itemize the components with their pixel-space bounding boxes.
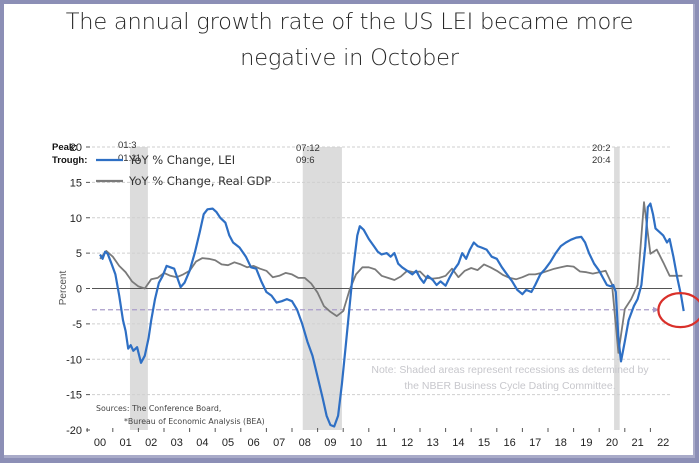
x-tick-label: 05	[222, 437, 234, 449]
note-line-1: Note: Shaded areas represent recessions …	[371, 364, 649, 376]
y-tick-label: -15	[66, 390, 82, 402]
peak-date-1: 01:3	[118, 140, 137, 151]
gridlines	[92, 146, 672, 396]
x-tick-label: 18	[555, 437, 567, 449]
chart-title-line-1: The annual growth rate of the US LEI bec…	[65, 9, 634, 35]
x-tick-label: 16	[503, 437, 515, 449]
x-tick-label: 22	[657, 437, 669, 449]
y-tick-label: -10	[66, 354, 82, 366]
series-line-gdp	[99, 201, 683, 354]
series-line-lei	[99, 202, 685, 428]
reference-dashed-arrow	[92, 306, 659, 313]
note-annotation: Note: Shaded areas represent recessions …	[371, 364, 649, 392]
chart-frame	[4, 4, 695, 458]
x-tick-label: 11	[376, 437, 387, 449]
peak-date-2: 07:12	[296, 143, 320, 154]
x-tick-label: 07	[273, 437, 285, 449]
source-annotation: Sources: The Conference Board, *Bureau o…	[96, 404, 265, 426]
x-tick-label: 09	[324, 437, 336, 449]
x-tick-label: 10	[350, 437, 362, 449]
x-axis: 00 01 02 03 04 05 06 07 08 09 10 11 12 13 14 15 16 17 18 19…	[86, 428, 669, 449]
series-lines	[99, 201, 685, 428]
y-tick-label: -20	[66, 425, 82, 437]
chart-title-line-2: negative in October	[240, 45, 459, 71]
x-tick-label: 02	[145, 437, 157, 449]
source-line-2: *Bureau of Economic Analysis (BEA)	[124, 417, 265, 426]
x-tick-label: 19	[580, 437, 592, 449]
x-tick-label: 17	[529, 437, 541, 449]
y-tick-label: 0	[76, 284, 82, 296]
y-axis-label: Percent	[58, 271, 69, 306]
x-tick-label: 00	[94, 437, 106, 449]
note-line-2: the NBER Business Cycle Dating Committee…	[404, 380, 615, 392]
trough-date-1: 01:11	[118, 153, 141, 164]
x-tick-label: 13	[427, 437, 439, 449]
x-tick-label: 08	[299, 437, 311, 449]
x-tick-label: 21	[631, 437, 643, 449]
x-tick-label: 15	[478, 437, 490, 449]
peak-header: Peak:	[52, 142, 77, 153]
x-tick-label: 14	[452, 437, 464, 449]
legend-label-gdp: YoY % Change, Real GDP	[128, 174, 271, 188]
y-tick-label: -5	[72, 319, 82, 331]
y-axis: -20 -15 -10 -5 0 5 10 15 20	[66, 142, 90, 437]
source-line-1: Sources: The Conference Board,	[96, 404, 221, 413]
trough-header: Trough:	[52, 155, 87, 166]
x-tick-label: 03	[171, 437, 183, 449]
reference-arrowhead	[652, 306, 659, 313]
x-tick-label: 20	[606, 437, 618, 449]
y-tick-label: 10	[70, 213, 82, 225]
chart-title: The annual growth rate of the US LEI bec…	[0, 4, 699, 76]
x-tick-label: 04	[196, 437, 208, 449]
y-tick-label: 5	[76, 248, 82, 260]
x-tick-label: 12	[401, 437, 413, 449]
y-tick-label: 15	[70, 177, 82, 189]
trough-date-3: 20:4	[592, 155, 611, 166]
peak-trough-labels: Peak: Trough: 01:3 01:11 07:12 09:6 20:2…	[52, 140, 611, 166]
legend: YoY % Change, LEI YoY % Change, Real GDP	[96, 153, 271, 188]
x-tick-label: 01	[119, 437, 131, 449]
x-tick-label: 06	[247, 437, 259, 449]
trough-date-2: 09:6	[296, 155, 315, 166]
highlight-circle	[657, 292, 699, 329]
peak-date-3: 20:2	[592, 143, 611, 154]
legend-label-lei: YoY % Change, LEI	[128, 153, 235, 167]
y-tick-label: 20	[70, 142, 82, 154]
